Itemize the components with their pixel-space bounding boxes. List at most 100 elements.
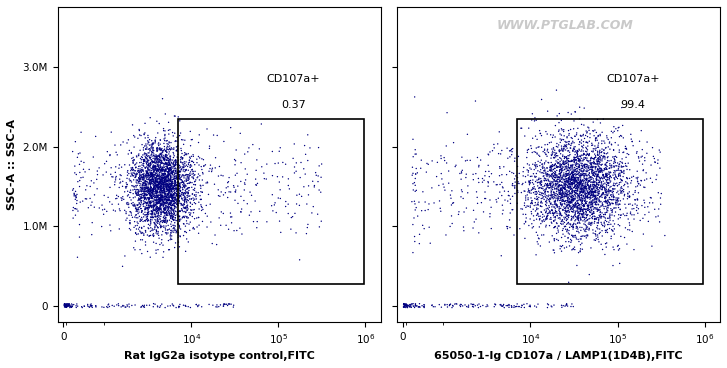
Point <box>562 199 574 205</box>
Point <box>124 220 135 226</box>
Point <box>577 177 589 183</box>
Point <box>169 153 180 159</box>
Point <box>158 154 169 160</box>
Point <box>189 172 201 178</box>
Point <box>575 208 587 214</box>
Point <box>566 301 578 307</box>
Point <box>196 197 207 202</box>
Point <box>399 304 411 310</box>
Point <box>566 176 577 181</box>
Point <box>166 205 177 211</box>
Point <box>67 187 79 193</box>
Point <box>121 200 132 206</box>
Point <box>168 151 180 157</box>
Point <box>561 227 573 233</box>
Point <box>155 160 166 166</box>
Point <box>148 177 159 183</box>
Point <box>148 175 160 181</box>
Point <box>568 215 579 221</box>
Point <box>145 171 157 177</box>
Point <box>566 188 578 194</box>
Point <box>173 209 185 215</box>
Point <box>585 185 597 191</box>
Point <box>560 191 571 197</box>
Point <box>570 178 582 184</box>
Point <box>398 301 410 307</box>
Point <box>175 184 187 190</box>
Point <box>144 181 156 187</box>
Point <box>151 219 163 225</box>
Point <box>132 192 143 198</box>
Point <box>583 200 595 206</box>
Point <box>166 188 177 194</box>
Point <box>166 179 177 185</box>
Point <box>426 185 438 191</box>
Point <box>561 169 572 174</box>
Point <box>590 164 601 170</box>
Point <box>222 301 234 307</box>
Point <box>567 209 579 215</box>
Point <box>137 201 149 206</box>
Point <box>152 184 164 190</box>
Point <box>563 170 574 176</box>
Point <box>601 173 612 179</box>
Point <box>162 161 174 167</box>
Point <box>547 172 558 178</box>
Point <box>151 213 163 219</box>
Point <box>157 96 169 102</box>
Point <box>121 181 133 187</box>
Point <box>588 173 600 178</box>
Point <box>598 150 610 156</box>
Point <box>145 225 156 231</box>
Point <box>518 301 530 307</box>
Point <box>555 203 567 209</box>
Point <box>620 179 632 185</box>
Point <box>158 169 170 174</box>
Point <box>163 187 174 193</box>
Point <box>502 224 513 230</box>
Point <box>159 183 171 189</box>
Point <box>593 189 605 195</box>
Point <box>558 164 569 170</box>
Point <box>150 192 162 198</box>
Point <box>188 207 199 213</box>
Point <box>163 184 174 190</box>
Point <box>155 160 166 166</box>
Point <box>177 215 188 221</box>
Point <box>558 167 570 173</box>
Point <box>561 170 572 176</box>
Point <box>592 161 603 167</box>
Point <box>545 185 556 191</box>
Point <box>577 186 588 192</box>
Point <box>575 169 587 174</box>
Point <box>610 167 622 173</box>
Point <box>261 219 273 225</box>
Point <box>606 200 618 206</box>
Point <box>137 162 149 168</box>
Point <box>560 176 571 182</box>
Point <box>502 302 513 308</box>
Point <box>618 169 630 175</box>
Point <box>155 167 166 173</box>
Point <box>463 304 475 310</box>
Point <box>555 182 567 188</box>
Point <box>150 227 162 233</box>
Point <box>140 153 151 159</box>
Point <box>161 193 172 199</box>
Point <box>225 301 237 307</box>
Point <box>614 201 626 207</box>
Point <box>574 224 586 230</box>
Point <box>555 139 566 145</box>
Point <box>591 202 603 208</box>
Point <box>140 185 152 191</box>
Point <box>241 171 253 177</box>
Point <box>599 186 611 192</box>
Point <box>176 207 188 213</box>
Point <box>598 175 610 181</box>
Point <box>545 192 557 198</box>
Point <box>611 243 623 249</box>
Point <box>551 141 563 146</box>
Point <box>589 196 601 202</box>
Point <box>437 181 449 187</box>
Point <box>150 178 162 184</box>
